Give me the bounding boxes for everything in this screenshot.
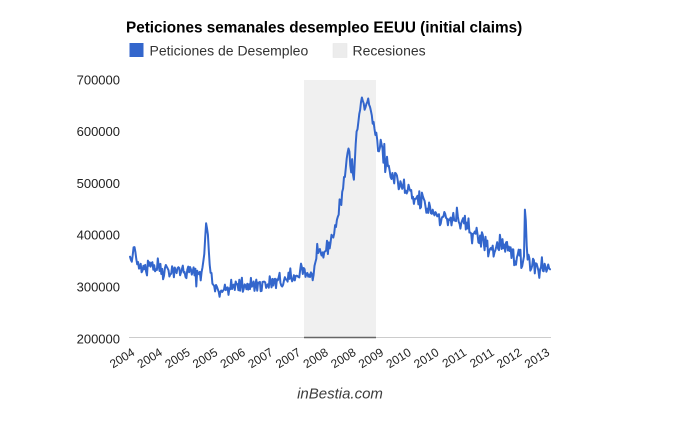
svg-text:Peticiones semanales desempleo: Peticiones semanales desempleo EEUU (ini…	[126, 20, 522, 37]
svg-text:Recesiones: Recesiones	[353, 43, 426, 59]
svg-text:inBestia.com: inBestia.com	[297, 386, 383, 403]
svg-text:500000: 500000	[77, 176, 120, 191]
svg-text:300000: 300000	[77, 280, 120, 295]
svg-text:400000: 400000	[77, 228, 120, 243]
svg-text:700000: 700000	[77, 72, 120, 87]
svg-text:600000: 600000	[77, 124, 120, 139]
svg-text:Peticiones de Desempleo: Peticiones de Desempleo	[150, 43, 309, 59]
svg-text:200000: 200000	[77, 331, 120, 346]
